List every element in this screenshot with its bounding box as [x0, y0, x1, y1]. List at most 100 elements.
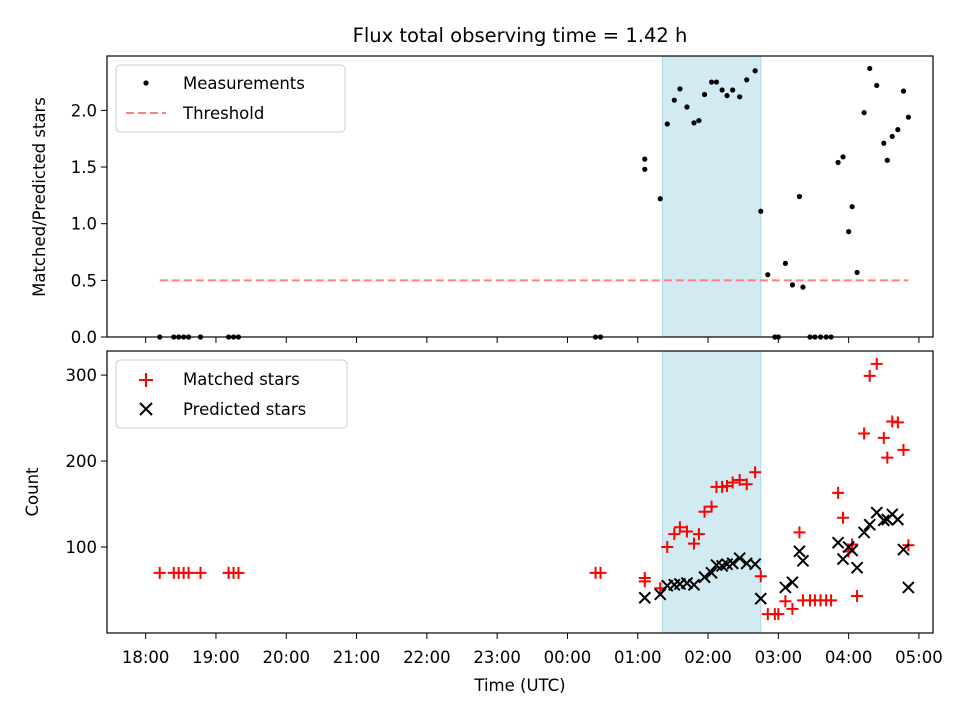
matched-star-point: [726, 476, 739, 489]
bottom-y-axis-label: Count: [23, 467, 42, 517]
bottom-axes-frame: [106, 350, 934, 634]
measurement-point: [835, 159, 841, 166]
matched-star-point: [881, 451, 894, 464]
matched-star-point: [772, 608, 785, 621]
bottom-highlight-span: [661, 350, 762, 634]
legend-matched-marker: [139, 373, 153, 387]
measurement-point: [752, 68, 758, 74]
measurement-point: [671, 97, 677, 103]
predicted-star-point: [638, 591, 651, 604]
matched-star-point: [897, 443, 910, 456]
measurement-point: [724, 93, 730, 99]
matched-star-point: [749, 466, 762, 479]
predicted-star-point: [850, 561, 864, 574]
measurement-point: [696, 117, 702, 124]
matched-star-point: [863, 369, 876, 382]
measurement-point: [719, 87, 725, 93]
measurement-point: [737, 94, 743, 100]
measurement-point: [867, 65, 873, 72]
matched-star-point: [837, 511, 850, 524]
x-tick-label: 02:00: [684, 648, 732, 667]
top-legend: Measurements Threshold: [115, 64, 346, 133]
x-tick-label: 21:00: [333, 648, 381, 667]
matched-star-point: [680, 525, 693, 538]
matched-star-point: [754, 570, 767, 583]
matched-star-point: [194, 566, 207, 579]
measurement-point: [861, 110, 867, 116]
predicted-star-point: [863, 518, 876, 531]
matched-star-point: [793, 526, 806, 539]
predicted-star-point: [754, 592, 767, 605]
matched-star-point: [673, 521, 686, 534]
legend-predicted-label: Predicted stars: [183, 400, 306, 419]
matched-star-point: [182, 566, 195, 579]
matched-star-point: [668, 528, 681, 541]
top-y-tick-label: 0.0: [71, 328, 97, 347]
matched-star-point: [698, 505, 711, 518]
matched-star-point: [733, 473, 746, 486]
matched-star-point: [740, 478, 753, 491]
measurement-point: [849, 204, 855, 210]
measurement-point: [657, 196, 663, 202]
measurement-point: [677, 86, 683, 92]
top-axes-frame: [106, 55, 934, 338]
matched-star-point: [858, 427, 871, 440]
top-y-tick-label: 1.0: [71, 215, 97, 234]
predicted-star-point: [680, 576, 694, 590]
x-tick-label: 04:00: [825, 648, 873, 667]
bottom-panel: 100 200 300 18:00 19:00 20:00 21:00 22:00 23:00…: [23, 350, 943, 695]
top-y-tick-label: 1.5: [71, 158, 97, 177]
measurement-point: [730, 87, 736, 93]
predicted-star-point: [698, 570, 711, 584]
predicted-star-point: [726, 557, 739, 570]
measurement-point: [905, 114, 911, 120]
measurement-point: [884, 157, 890, 163]
predicted-star-point: [687, 578, 701, 592]
predicted-star-point: [897, 543, 910, 556]
measurement-point: [691, 120, 697, 126]
measurement-point: [895, 127, 901, 133]
measurement-point: [846, 229, 852, 235]
matched-star-point: [779, 595, 792, 608]
bottom-y-axis: 100 200 300: [66, 366, 107, 557]
matched-star-point: [153, 566, 166, 579]
bottom-y-tick-label: 200: [66, 452, 98, 471]
measurement-point: [789, 282, 796, 288]
top-panel: 0.0 0.5 1.0 1.5 2.0 Flux total observing tim…: [30, 24, 934, 347]
measurement-point: [642, 156, 648, 162]
top-legend-box: [115, 64, 346, 133]
chart-title: Flux total observing time = 1.42 h: [353, 24, 688, 47]
x-tick-label: 03:00: [755, 648, 803, 667]
matched-star-point: [786, 602, 799, 615]
predicted-star-point: [786, 576, 799, 589]
measurement-point: [708, 79, 715, 85]
matched-star-point: [232, 566, 245, 579]
measurement-point: [701, 91, 708, 98]
bottom-y-tick-label: 100: [66, 538, 98, 557]
predicted-star-point: [857, 526, 871, 539]
predicted-star-point: [877, 514, 890, 527]
measurement-point: [900, 88, 907, 94]
x-tick-label: 23:00: [473, 648, 521, 667]
measurement-point: [881, 140, 887, 146]
top-y-axis: 0.0 0.5 1.0 1.5 2.0: [71, 101, 107, 347]
measurement-point: [800, 284, 806, 290]
bottom-legend-box: [115, 359, 348, 429]
bottom-y-tick-label: 300: [66, 366, 98, 385]
matched-star-point: [851, 590, 864, 603]
matched-star-point: [661, 541, 674, 554]
x-tick-label: 01:00: [614, 648, 662, 667]
predicted-star-point: [654, 588, 667, 601]
predicted-star-point: [779, 581, 792, 594]
x-tick-label: 00:00: [544, 648, 592, 667]
top-x-ticks: [145, 337, 920, 343]
x-axis-label: Time (UTC): [473, 676, 565, 695]
predicted-star-point: [733, 551, 746, 565]
measurement-point: [684, 104, 690, 110]
measurement-point: [765, 272, 771, 278]
measurement-point: [796, 193, 803, 200]
bottom-x-axis: 18:00 19:00 20:00 21:00 22:00 23:00 00:00 01:00…: [122, 633, 943, 667]
x-tick-label: 19:00: [192, 648, 240, 667]
predicted-star-point: [845, 544, 859, 557]
matched-star-point: [825, 594, 838, 607]
